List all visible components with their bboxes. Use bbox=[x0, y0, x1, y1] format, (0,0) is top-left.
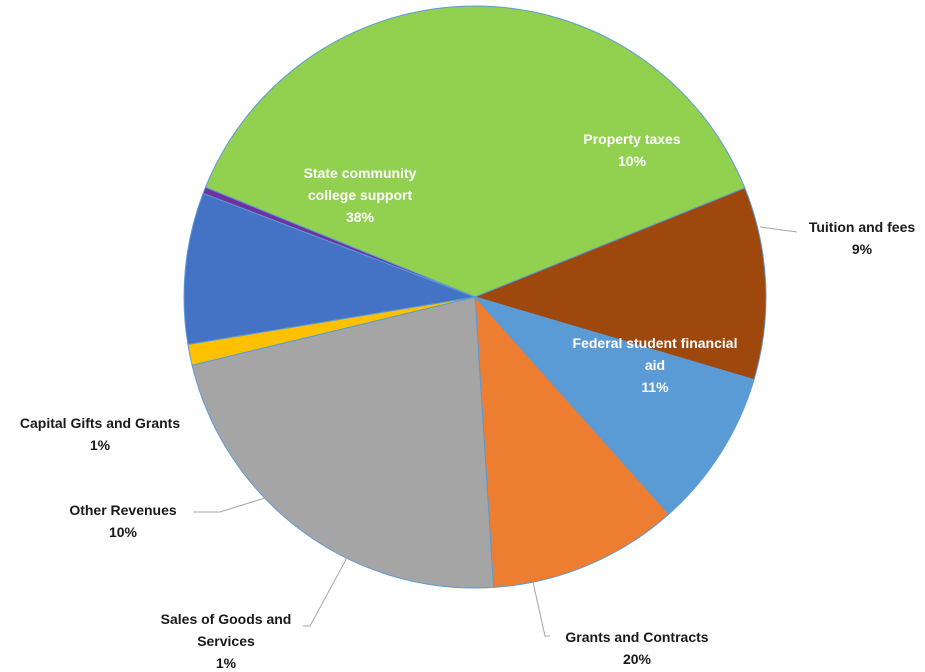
pie-slice-tuition-and-fees bbox=[473, 296, 755, 515]
slice-label-sales-of-goods-and-services: Sales of Goods and Services 1% bbox=[161, 611, 292, 671]
slice-label-grants-and-contracts: Grants and Contracts 20% bbox=[565, 629, 708, 667]
pie-slice-property-taxes bbox=[473, 187, 767, 381]
slice-label-capital-gifts-and-grants: Capital Gifts and Grants 1% bbox=[20, 415, 180, 453]
leader-line bbox=[759, 226, 798, 233]
pie-slice-state-community-college-support bbox=[204, 5, 746, 298]
leader-line bbox=[303, 553, 350, 627]
pie-slice-capital-gifts-and-grants bbox=[202, 186, 476, 298]
leader-line bbox=[193, 496, 269, 513]
pie-slice-grants-and-contracts bbox=[191, 296, 495, 589]
slice-label-state-community-college-support: State community college support 38% bbox=[304, 165, 417, 225]
pie-slice-federal-student-financial-aid bbox=[474, 295, 670, 588]
leader-line bbox=[532, 581, 550, 637]
slice-label-other-revenues: Other Revenues 10% bbox=[69, 502, 177, 540]
pie-slice-other-revenues bbox=[183, 192, 477, 345]
slice-label-tuition-and-fees: Tuition and fees 9% bbox=[809, 219, 916, 257]
slice-label-federal-student-financial-aid: Federal student financial aid 11% bbox=[573, 335, 738, 395]
slice-label-property-taxes: Property taxes 10% bbox=[583, 131, 680, 169]
